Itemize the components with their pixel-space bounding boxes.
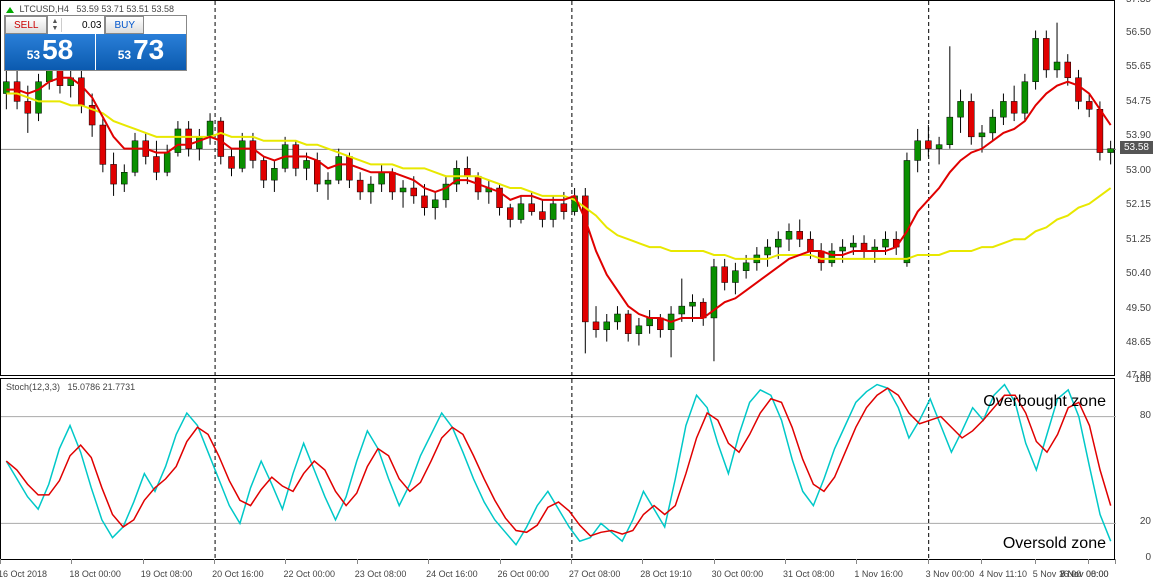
ask-pips: 73 — [133, 34, 164, 66]
stoch-y-tick: 80 — [1140, 411, 1151, 421]
overbought-label: Overbought zone — [983, 393, 1106, 411]
volume-input[interactable] — [62, 19, 104, 32]
x-tick: 31 Oct 08:00 — [783, 569, 835, 579]
bid-whole: 53 — [27, 48, 40, 62]
symbol-header: LTCUSD,H4 53.59 53.71 53.51 53.58 — [2, 2, 178, 16]
ask-price-box[interactable]: 53 73 — [96, 34, 186, 70]
ohlc-text: 53.59 53.71 53.51 53.58 — [76, 4, 174, 14]
sell-button[interactable]: SELL — [5, 16, 47, 34]
x-tick: 22 Oct 00:00 — [283, 569, 335, 579]
x-tick: 1 Nov 16:00 — [854, 569, 903, 579]
ask-whole: 53 — [118, 48, 131, 62]
x-tick: 4 Nov 11:10 — [979, 569, 1027, 579]
stochastic-chart: Stoch(12,3,3) 15.0786 21.7731 Overbought… — [0, 378, 1115, 560]
stoch-y-tick: 20 — [1140, 517, 1151, 527]
stoch-chart-svg — [1, 379, 1116, 561]
y-tick: 51.25 — [1126, 235, 1151, 245]
stoch-values: 15.0786 21.7731 — [68, 382, 136, 392]
x-tick: 28 Oct 19:10 — [640, 569, 692, 579]
main-price-chart: LTCUSD,H4 53.59 53.71 53.51 53.58 SELL ▲… — [0, 0, 1115, 376]
x-tick: 18 Oct 00:00 — [69, 569, 121, 579]
x-tick: 19 Oct 08:00 — [141, 569, 193, 579]
x-tick: 26 Oct 00:00 — [498, 569, 550, 579]
symbol-text: LTCUSD,H4 — [20, 4, 69, 14]
y-tick: 52.15 — [1126, 200, 1151, 210]
bid-pips: 58 — [42, 34, 73, 66]
x-tick: 23 Oct 08:00 — [355, 569, 407, 579]
x-tick: 8 Nov 08:00 — [1060, 569, 1109, 579]
stoch-y-tick: 0 — [1145, 553, 1151, 563]
x-tick: 27 Oct 08:00 — [569, 569, 621, 579]
y-tick: 50.40 — [1126, 269, 1151, 279]
x-tick: 24 Oct 16:00 — [426, 569, 478, 579]
stoch-y-axis: 100 80 20 0 — [1115, 378, 1153, 560]
y-tick: 53.90 — [1126, 131, 1151, 141]
y-tick: 55.65 — [1126, 62, 1151, 72]
volume-step-buttons[interactable]: ▲▼ — [48, 18, 62, 32]
up-triangle-icon — [6, 7, 14, 13]
oversold-label: Oversold zone — [1003, 535, 1106, 553]
y-tick: 48.65 — [1126, 338, 1151, 348]
y-tick: 53.00 — [1126, 166, 1151, 176]
x-tick: 20 Oct 16:00 — [212, 569, 264, 579]
trade-panel: SELL ▲▼ BUY 53 58 53 73 — [4, 15, 187, 71]
x-tick: 30 Oct 00:00 — [712, 569, 764, 579]
x-tick: 16 Oct 2018 — [0, 569, 47, 579]
stoch-label: Stoch(12,3,3) — [6, 382, 60, 392]
buy-button[interactable]: BUY — [105, 16, 144, 34]
volume-spinner: ▲▼ — [47, 16, 105, 34]
y-tick: 56.50 — [1126, 28, 1151, 38]
time-x-axis: 16 Oct 2018 18 Oct 00:00 19 Oct 08:00 20 Oc… — [0, 560, 1115, 582]
y-tick: 49.50 — [1126, 304, 1151, 314]
stoch-y-tick: 100 — [1134, 375, 1151, 385]
stoch-header: Stoch(12,3,3) 15.0786 21.7731 — [2, 380, 139, 394]
bid-price-box[interactable]: 53 58 — [5, 34, 95, 70]
y-tick: 54.75 — [1126, 97, 1151, 107]
x-tick: 3 Nov 00:00 — [926, 569, 975, 579]
y-tick: 57.35 — [1126, 0, 1151, 5]
current-price-label: 53.58 — [1120, 141, 1153, 154]
price-y-axis: 57.35 56.50 55.65 54.75 53.90 53.00 52.15 51.25… — [1115, 0, 1153, 376]
